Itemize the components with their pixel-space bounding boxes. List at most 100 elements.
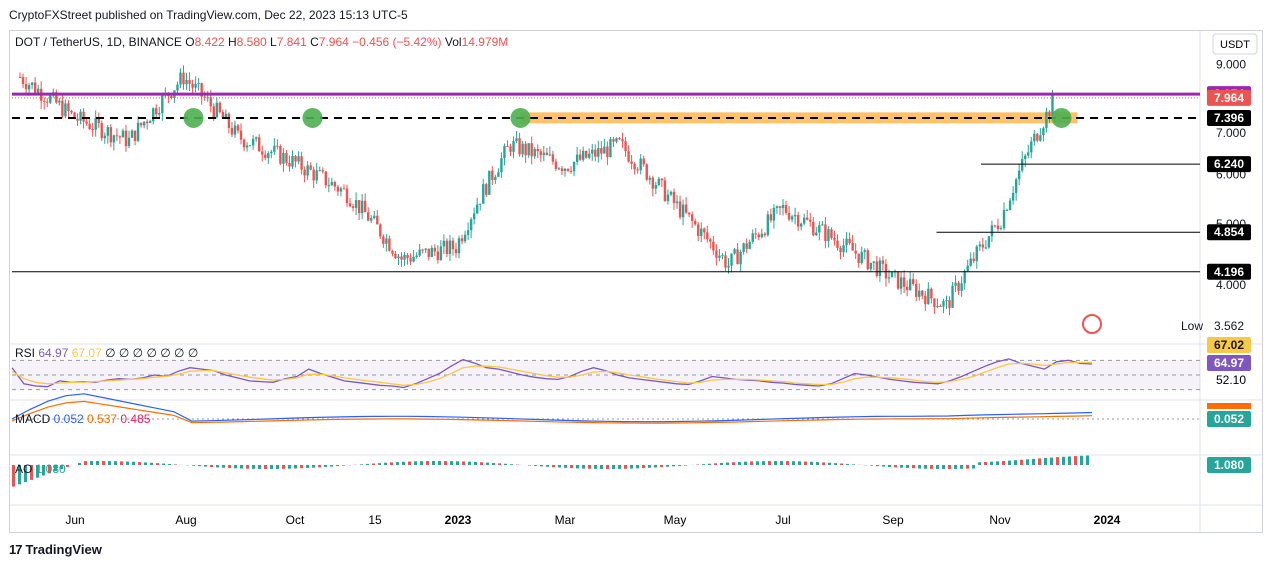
candle-body [642, 158, 645, 165]
ao-bar [540, 465, 543, 467]
candle-body [972, 258, 975, 262]
candle-body [427, 248, 430, 257]
candle-body [827, 229, 830, 242]
candle-body [142, 121, 146, 126]
candle-body [203, 96, 206, 98]
candle-body [1020, 159, 1024, 171]
candle-body [388, 238, 391, 251]
candle-body [245, 145, 249, 148]
breakout-marker [510, 107, 531, 128]
candle-body [488, 170, 491, 195]
breakout-marker [183, 107, 204, 128]
candle-body [527, 143, 530, 156]
ao-bar [876, 465, 879, 467]
candle-body [669, 191, 673, 195]
x-tick-label: Aug [175, 513, 196, 527]
candle-body [960, 283, 963, 291]
ao-bar [438, 461, 441, 465]
candle-body [82, 111, 85, 122]
ao-bar [300, 465, 303, 469]
ao-bar [804, 461, 807, 465]
ao-bar [726, 462, 729, 465]
candle-body [1051, 95, 1054, 117]
ao-bar [528, 465, 531, 466]
candle-body [724, 255, 727, 268]
candle-body [884, 263, 888, 279]
ao-bar [852, 464, 855, 465]
y-tick-label: 7.000 [1216, 126, 1246, 140]
candle-body [182, 72, 185, 85]
last-price-label-bg [1207, 89, 1251, 106]
candle-body [412, 256, 415, 262]
ao-bar [1080, 455, 1083, 465]
candle-body [363, 200, 367, 213]
candle-body [942, 300, 945, 307]
candle-body [224, 113, 228, 119]
ao-bar [42, 465, 45, 476]
candle-body [721, 255, 724, 257]
ao-bar [1008, 460, 1011, 465]
ao-bar [486, 462, 489, 465]
candle-body [630, 161, 633, 164]
ao-bar [240, 465, 243, 469]
tradingview-footer[interactable]: 17 TradingView [9, 542, 102, 557]
candle-body [351, 206, 355, 208]
candle-body [1005, 209, 1009, 211]
candle-body [784, 204, 788, 213]
candle-body [215, 102, 219, 118]
ao-bar [750, 461, 753, 465]
ao-bar [108, 461, 111, 465]
candle-body [718, 255, 721, 258]
ao-bar [312, 465, 315, 468]
ao-bar [258, 465, 261, 469]
candle-body [1024, 155, 1027, 160]
candle-body [1030, 141, 1033, 153]
candle-body [158, 113, 161, 115]
candle-body [921, 290, 924, 296]
candle-body [288, 162, 291, 167]
candle-body [930, 288, 933, 299]
ao-bar [324, 465, 327, 467]
candle-body [285, 152, 288, 163]
candle-body [318, 170, 321, 172]
candle-body [236, 125, 240, 131]
ao-bar [252, 465, 255, 469]
candle-body [406, 254, 409, 259]
candle-body [85, 121, 88, 124]
candle-body [200, 83, 203, 97]
candle-body [521, 143, 524, 155]
candle-body [491, 170, 494, 180]
candle-body [100, 123, 103, 139]
candle-body [821, 224, 824, 226]
candle-body [999, 228, 1003, 230]
ao-value-label-bg [1207, 457, 1251, 473]
candle-body [354, 200, 358, 208]
ao-bar [582, 465, 585, 469]
candle-body [609, 139, 612, 158]
candle-body [742, 243, 745, 253]
ao-bar [270, 465, 273, 469]
candle-body [896, 271, 900, 289]
y-tick-label: 9.000 [1216, 58, 1246, 72]
candle-body [651, 177, 655, 189]
x-tick-label: Jul [775, 513, 790, 527]
candle-body [239, 130, 243, 140]
candle-body [575, 154, 579, 162]
candle-body [890, 271, 894, 278]
ao-bar [954, 465, 957, 469]
ao-bar [834, 463, 837, 465]
rsi-line [11, 358, 1093, 389]
candle-body [672, 191, 676, 204]
candle-body [324, 171, 328, 186]
candle-body [79, 111, 82, 121]
candle-body [684, 204, 688, 213]
breakout-marker [302, 107, 323, 128]
candle-body [418, 249, 421, 256]
candle-body [227, 113, 231, 128]
candle-body [430, 247, 433, 257]
macd-legend-part: 0.485 [120, 412, 150, 426]
candle-body [49, 95, 52, 103]
candle-body [248, 145, 252, 147]
candle-body [43, 100, 46, 102]
